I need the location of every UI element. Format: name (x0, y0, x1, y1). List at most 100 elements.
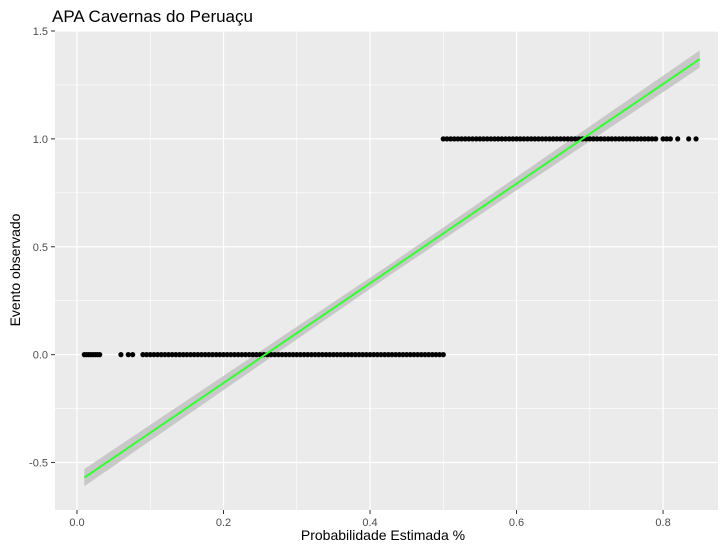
data-point (561, 136, 567, 142)
data-point (631, 136, 637, 142)
data-point (283, 352, 289, 358)
data-point (242, 352, 249, 358)
y-tick-label: 1.5 (33, 26, 48, 38)
x-tick-label: 0.2 (216, 517, 231, 529)
grid-minor (55, 31, 718, 510)
data-point (513, 136, 520, 142)
x-tick-label: 0.6 (509, 517, 524, 529)
data-point (184, 352, 190, 358)
data-point (612, 136, 619, 142)
data-point (660, 136, 666, 142)
data-point (360, 352, 366, 358)
data-point (444, 136, 450, 142)
data-point (532, 136, 538, 142)
data-point (550, 136, 556, 142)
data-point (517, 136, 523, 142)
y-axis-label: Evento observado (7, 213, 23, 326)
data-point (601, 136, 608, 142)
data-point (554, 136, 560, 142)
fit-line-layer (83, 58, 701, 479)
data-point (312, 352, 318, 358)
data-point (440, 352, 446, 358)
data-point (543, 136, 549, 142)
data-point (305, 352, 311, 358)
data-point (389, 352, 395, 358)
data-point (616, 136, 622, 142)
data-point (294, 352, 300, 358)
data-point (235, 352, 241, 358)
data-point (499, 136, 505, 142)
data-point (590, 136, 597, 142)
data-point (568, 136, 575, 142)
data-point (220, 352, 227, 358)
data-point (565, 136, 571, 142)
data-point (319, 352, 325, 358)
x-tick-label: 0.0 (69, 517, 84, 529)
x-tick-label: 0.8 (655, 517, 670, 529)
data-point (642, 136, 648, 142)
data-point (213, 352, 219, 358)
data-point (620, 136, 626, 142)
data-point (572, 136, 578, 142)
data-point (308, 352, 315, 358)
data-point (316, 352, 322, 358)
data-point (140, 352, 146, 358)
data-point (393, 352, 399, 358)
data-point (429, 352, 435, 358)
data-point (634, 136, 641, 142)
data-point (448, 136, 454, 142)
data-point (433, 352, 439, 358)
data-point (605, 136, 611, 142)
data-point (162, 352, 168, 358)
data-point (437, 352, 443, 358)
data-point (440, 136, 446, 142)
data-point (491, 136, 498, 142)
data-point (345, 352, 351, 358)
data-point (466, 136, 472, 142)
data-point (338, 352, 344, 358)
y-tick-label: 0.5 (33, 242, 48, 254)
data-point (539, 136, 545, 142)
data-point (371, 352, 377, 358)
data-point (147, 352, 153, 358)
data-point (301, 352, 307, 358)
data-point (286, 352, 293, 358)
data-point (228, 352, 234, 358)
data-point (202, 352, 208, 358)
data-point (407, 352, 413, 358)
data-point (411, 352, 417, 358)
data-point (367, 352, 373, 358)
data-point (557, 136, 564, 142)
data-point (125, 352, 131, 358)
data-point (341, 352, 347, 358)
data-point (521, 136, 527, 142)
y-tick-label: -0.5 (29, 458, 48, 470)
data-point (176, 352, 183, 358)
data-point (195, 352, 201, 358)
data-point (653, 136, 659, 142)
data-point (169, 352, 175, 358)
data-point (297, 352, 304, 358)
data-point (130, 352, 136, 358)
data-point (451, 136, 457, 142)
data-point (422, 352, 428, 358)
data-point (455, 136, 461, 142)
data-point (272, 352, 278, 358)
data-point (686, 136, 692, 142)
data-point (693, 136, 699, 142)
data-point (191, 352, 197, 358)
data-point (224, 352, 230, 358)
data-point (378, 352, 384, 358)
y-axis-ticks: -0.5 0.0 0.5 1.0 1.5 (29, 26, 55, 470)
data-point (510, 136, 516, 142)
data-point (246, 352, 252, 358)
data-point (154, 352, 161, 358)
data-point (473, 136, 479, 142)
data-point (598, 136, 604, 142)
y-tick-label: 0.0 (33, 350, 48, 362)
data-point (158, 352, 164, 358)
data-point (502, 136, 509, 142)
data-point (480, 136, 487, 142)
data-point (609, 136, 615, 142)
